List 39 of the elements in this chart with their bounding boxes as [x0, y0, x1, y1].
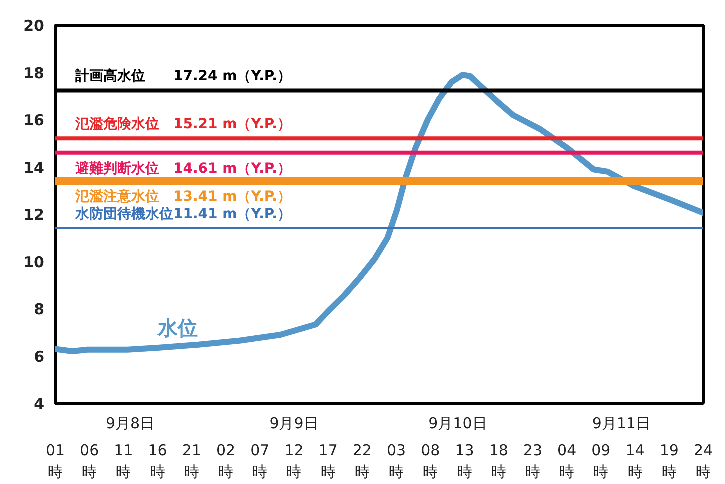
x-tick-label: 17 時 — [318, 442, 338, 482]
x-tick-label: 24 時 — [694, 442, 714, 482]
y-tick-label: 10 — [24, 253, 44, 272]
y-tick-label: 6 — [34, 348, 44, 366]
x-tick-label: 04 時 — [558, 442, 577, 482]
y-tick-label: 12 — [24, 206, 44, 224]
y-tick-label: 18 — [24, 64, 44, 82]
y-tick-label: 8 — [34, 300, 44, 318]
x2-tick-label: 9月10日 — [428, 414, 488, 432]
x-tick-label: 14 時 — [626, 442, 645, 482]
x-tick-label: 09 時 — [592, 442, 611, 482]
x-tick-label: 11 時 — [114, 442, 134, 482]
ref-line-label: 氾濫注意水位 13.41 m（Y.P.） — [74, 188, 292, 206]
x-tick-label: 12 時 — [284, 442, 304, 482]
x2-tick-label: 9月11日 — [592, 414, 651, 432]
x-tick-label: 21 時 — [182, 442, 202, 482]
x-tick-label: 02 時 — [216, 442, 236, 482]
y-tick-label: 4 — [34, 395, 44, 413]
ref-line-label: 計画高水位 17.24 m（Y.P.） — [74, 68, 292, 85]
x2-tick-label: 9月9日 — [270, 414, 319, 432]
x-tick-label: 01 時 — [46, 442, 66, 482]
x2-tick-label: 9月8日 — [106, 414, 156, 432]
x-tick-label: 19 時 — [660, 442, 679, 482]
x-tick-label: 06 時 — [80, 442, 100, 482]
ref-line-label: 氾濫危険水位 15.21 m（Y.P.） — [74, 116, 292, 133]
ref-line-label: 水防団待機水位11.41 m（Y.P.） — [74, 205, 292, 222]
series-label: 水位 — [156, 316, 198, 340]
y-tick-label: 16 — [24, 112, 44, 130]
x-tick-label: 22 時 — [352, 442, 372, 482]
y-tick-label: 14 — [24, 158, 44, 177]
y-tick-label: 20 — [24, 17, 44, 35]
x-tick-label: 08 時 — [421, 442, 440, 482]
x-tick-label: 07 時 — [250, 442, 270, 482]
x-tick-label: 16 時 — [148, 442, 168, 482]
ref-line-label: 避難判断水位 14.61 m（Y.P.） — [74, 160, 292, 177]
x-tick-label: 03 時 — [387, 442, 406, 482]
x-tick-label: 18 時 — [489, 442, 508, 482]
x-tick-label: 13 時 — [455, 442, 474, 482]
x-tick-label: 23 時 — [523, 442, 543, 482]
